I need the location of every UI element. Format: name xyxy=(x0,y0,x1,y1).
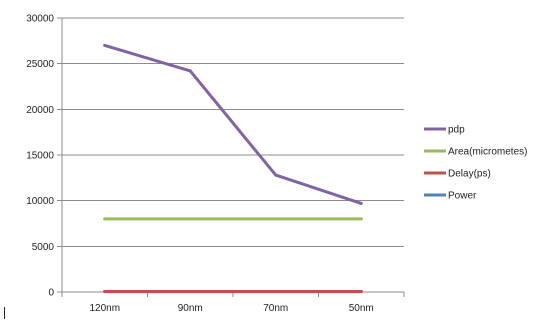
y-tick-label: 15000 xyxy=(26,151,54,162)
y-tick-label: 5000 xyxy=(32,242,55,253)
text-cursor-mark xyxy=(4,307,5,319)
x-tick-label: 120nm xyxy=(89,303,120,314)
data-point xyxy=(274,289,278,293)
data-point xyxy=(359,289,363,293)
data-point xyxy=(103,43,107,47)
legend-label: Power xyxy=(448,191,477,202)
series-line xyxy=(103,43,363,205)
y-tick-label: 10000 xyxy=(26,196,54,207)
data-point xyxy=(188,289,192,293)
data-point xyxy=(359,217,363,221)
data-point xyxy=(274,217,278,221)
legend-item: Power xyxy=(424,191,477,202)
y-tick-label: 0 xyxy=(48,288,54,299)
data-point xyxy=(188,69,192,73)
data-point xyxy=(188,217,192,221)
legend-label: Delay(ps) xyxy=(448,169,491,180)
legend-item: pdp xyxy=(424,125,465,136)
x-tick-label: 50nm xyxy=(349,303,374,314)
x-tick-label: 70nm xyxy=(263,303,288,314)
y-tick-label: 20000 xyxy=(26,105,54,116)
legend-item: Delay(ps) xyxy=(424,169,491,180)
y-tick-label: 30000 xyxy=(26,14,54,25)
legend-item: Area(micrometes) xyxy=(424,147,527,158)
y-tick-label: 25000 xyxy=(26,59,54,70)
x-tick-label: 90nm xyxy=(178,303,203,314)
data-point xyxy=(103,217,107,221)
data-point xyxy=(274,173,278,177)
data-point xyxy=(103,289,107,293)
data-point xyxy=(359,201,363,205)
legend-label: pdp xyxy=(448,125,465,136)
legend-label: Area(micrometes) xyxy=(448,147,527,158)
